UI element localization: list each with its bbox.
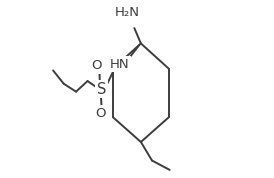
Text: O: O [95,107,105,120]
Text: O: O [92,59,102,72]
Text: H₂N: H₂N [115,6,140,19]
Text: HN: HN [110,58,129,71]
Text: S: S [97,82,106,96]
